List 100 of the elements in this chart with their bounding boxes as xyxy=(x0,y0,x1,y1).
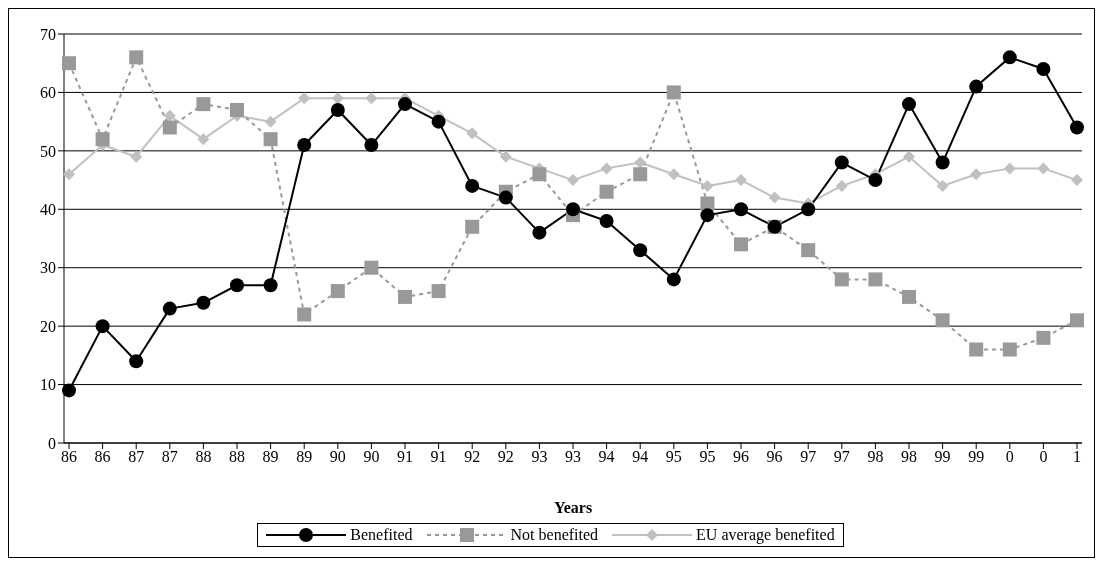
y-tick-label: 30 xyxy=(40,259,56,277)
point xyxy=(129,354,144,369)
x-tick-label: 92 xyxy=(497,448,514,466)
point xyxy=(196,295,211,310)
x-axis-title: Years xyxy=(553,499,593,516)
point xyxy=(466,127,479,140)
point xyxy=(633,167,648,182)
point xyxy=(1002,50,1017,65)
point xyxy=(1036,330,1051,345)
y-tick-label: 20 xyxy=(40,317,56,335)
point xyxy=(197,133,210,146)
point xyxy=(969,342,984,357)
point xyxy=(465,219,480,234)
x-tick-label: 89 xyxy=(296,448,313,466)
point xyxy=(162,301,177,316)
legend-label: Benefited xyxy=(350,526,413,544)
y-tick-label: 0 xyxy=(48,434,56,452)
point xyxy=(768,191,781,204)
point xyxy=(701,179,714,192)
point xyxy=(1002,342,1017,357)
x-tick-label: 99 xyxy=(968,448,985,466)
x-tick-label: 94 xyxy=(632,448,649,466)
point xyxy=(666,272,681,287)
x-tick-label: 96 xyxy=(733,448,749,466)
point xyxy=(95,319,110,334)
point xyxy=(969,79,984,94)
x-tick-label: 99 xyxy=(934,448,951,466)
x-tick-label: 88 xyxy=(229,448,245,466)
point xyxy=(599,213,614,228)
point xyxy=(1070,120,1084,135)
point xyxy=(801,202,816,217)
point xyxy=(902,97,916,112)
point xyxy=(599,184,614,199)
point xyxy=(666,85,681,100)
x-tick-label: 91 xyxy=(397,448,413,466)
x-tick-label: 87 xyxy=(128,448,145,466)
legend-label: EU average benefited xyxy=(696,526,835,544)
point xyxy=(1003,162,1016,175)
point xyxy=(498,190,513,205)
point xyxy=(499,150,512,163)
point xyxy=(263,132,278,147)
point xyxy=(431,284,446,299)
point xyxy=(936,179,949,192)
point xyxy=(1037,162,1050,175)
point xyxy=(801,243,816,258)
x-tick-label: 1 xyxy=(1073,448,1081,466)
point xyxy=(600,162,613,175)
y-tick-label: 70 xyxy=(40,25,56,43)
point xyxy=(834,272,849,287)
point xyxy=(398,289,412,304)
point xyxy=(734,202,748,217)
point xyxy=(935,155,950,170)
point xyxy=(263,278,278,293)
point xyxy=(667,168,680,181)
point xyxy=(633,243,648,258)
point xyxy=(163,109,176,122)
point xyxy=(95,132,110,147)
x-tick-label: 90 xyxy=(363,448,380,466)
point xyxy=(970,168,983,181)
x-tick-label: 98 xyxy=(901,448,917,466)
point xyxy=(868,173,883,188)
point xyxy=(364,260,379,275)
x-tick-label: 86 xyxy=(61,448,77,466)
legend-label: Not benefited xyxy=(510,526,599,544)
x-tick-label: 91 xyxy=(430,448,447,466)
point xyxy=(297,138,312,153)
point xyxy=(330,102,345,117)
point xyxy=(532,167,547,182)
point xyxy=(567,174,579,187)
x-tick-label: 90 xyxy=(329,448,346,466)
point xyxy=(196,97,211,112)
point xyxy=(162,120,177,135)
x-tick-label: 89 xyxy=(262,448,279,466)
point xyxy=(130,150,143,163)
point xyxy=(298,92,311,105)
y-tick-label: 10 xyxy=(40,376,56,394)
point xyxy=(734,237,748,252)
point xyxy=(63,168,75,181)
point xyxy=(1070,313,1084,328)
x-tick-label: 0 xyxy=(1039,448,1048,466)
x-tick-label: 87 xyxy=(161,448,178,466)
point xyxy=(935,313,950,328)
x-tick-label: 92 xyxy=(464,448,481,466)
point xyxy=(230,102,244,117)
point xyxy=(465,178,480,193)
point xyxy=(264,115,277,128)
point xyxy=(835,179,848,192)
point xyxy=(398,97,412,112)
x-tick-label: 96 xyxy=(766,448,783,466)
point xyxy=(230,278,244,293)
point xyxy=(297,307,312,322)
x-tick-label: 98 xyxy=(867,448,884,466)
point xyxy=(700,196,715,211)
x-tick-label: 93 xyxy=(531,448,548,466)
point xyxy=(62,383,76,398)
y-tick-label: 50 xyxy=(40,142,56,160)
point xyxy=(902,289,916,304)
point xyxy=(330,284,345,299)
x-tick-label: 94 xyxy=(598,448,615,466)
y-tick-label: 60 xyxy=(40,84,56,102)
